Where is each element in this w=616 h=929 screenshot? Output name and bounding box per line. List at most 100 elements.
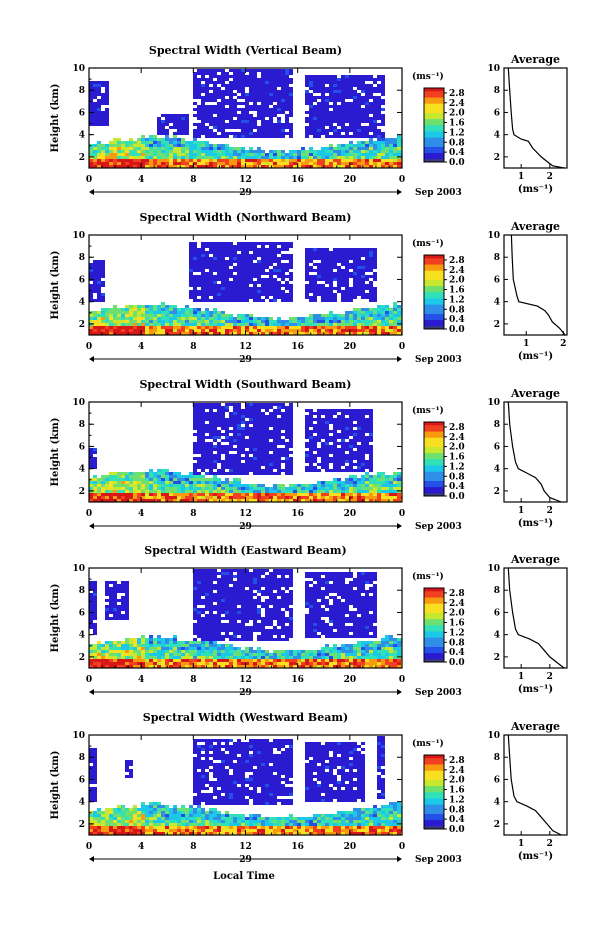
heatmap-cell <box>389 317 393 320</box>
heatmap-cell <box>325 493 329 496</box>
heatmap-cell <box>201 478 205 481</box>
heatmap-cell <box>213 287 217 290</box>
heatmap-cell <box>341 299 345 302</box>
heatmap-cell <box>93 463 97 466</box>
heatmap-cell <box>157 332 161 335</box>
heatmap-cell <box>101 165 105 168</box>
heatmap-cell <box>201 499 205 502</box>
y-tick-label: 10 <box>72 231 85 241</box>
heatmap-cell <box>249 266 253 269</box>
heatmap-cell <box>249 135 253 138</box>
heatmap-cell <box>341 78 345 81</box>
heatmap-cell <box>241 332 245 335</box>
heatmap-cell <box>229 332 233 335</box>
heatmap-cell <box>177 153 181 156</box>
heatmap-cell <box>365 332 369 335</box>
heatmap-cell <box>381 311 385 314</box>
heatmap-cell <box>253 245 257 248</box>
heatmap-cell <box>269 499 273 502</box>
heatmap-cell <box>245 290 249 293</box>
heatmap-cell <box>181 126 185 129</box>
heatmap-cell <box>265 165 269 168</box>
heatmap-cell <box>237 430 241 433</box>
heatmap-cell <box>349 493 353 496</box>
colorbar-segment <box>424 146 444 150</box>
heatmap-cell <box>225 290 229 293</box>
heatmap-cell <box>249 254 253 257</box>
heatmap-cell <box>365 487 369 490</box>
heatmap-cell <box>217 418 221 421</box>
heatmap-cell <box>337 96 341 99</box>
heatmap-cell <box>161 487 165 490</box>
heatmap-cell <box>277 102 281 105</box>
heatmap-cell <box>273 281 277 284</box>
heatmap-cell <box>233 466 237 469</box>
heatmap-cell <box>369 299 373 302</box>
heatmap-cell <box>261 120 265 123</box>
heatmap-cell <box>213 320 217 323</box>
heatmap-cell <box>373 490 377 493</box>
heatmap-cell <box>377 123 381 126</box>
heatmap-cell <box>201 329 205 332</box>
heatmap-cell <box>157 123 161 126</box>
heatmap-cell <box>321 269 325 272</box>
heatmap-cell <box>141 311 145 314</box>
heatmap-cell <box>277 126 281 129</box>
heatmap-cell <box>357 105 361 108</box>
heatmap-cell <box>141 499 145 502</box>
heatmap-cell <box>201 439 205 442</box>
heatmap-cell <box>349 320 353 323</box>
heatmap-cell <box>277 496 281 499</box>
heatmap-cell <box>169 472 173 475</box>
heatmap-cell <box>89 451 93 454</box>
heatmap-cell <box>241 96 245 99</box>
heatmap-cell <box>313 96 317 99</box>
heatmap-cell <box>109 481 113 484</box>
heatmap-cell <box>201 84 205 87</box>
heatmap-cell <box>353 135 357 138</box>
heatmap-cell <box>161 490 165 493</box>
heatmap-cell <box>357 281 361 284</box>
heatmap-cell <box>273 153 277 156</box>
heatmap-cell <box>189 493 193 496</box>
heatmap-cell <box>257 457 261 460</box>
heatmap-cell <box>225 260 229 263</box>
heatmap-cell <box>237 442 241 445</box>
heatmap-cell <box>293 323 297 326</box>
heatmap-cell <box>353 481 357 484</box>
heatmap-cell <box>261 436 265 439</box>
heatmap-cell <box>149 308 153 311</box>
heatmap-cell <box>365 257 369 260</box>
heatmap-cell <box>177 329 181 332</box>
heatmap-cell <box>253 126 257 129</box>
heatmap-cell <box>193 496 197 499</box>
heatmap-cell <box>229 463 233 466</box>
heatmap-cell <box>229 123 233 126</box>
heatmap-cell <box>349 409 353 412</box>
heatmap-cell <box>245 466 249 469</box>
heatmap-cell <box>333 427 337 430</box>
heatmap-cell <box>237 123 241 126</box>
heatmap-cell <box>241 499 245 502</box>
heatmap-cell <box>269 257 273 260</box>
heatmap-cell <box>253 150 257 153</box>
heatmap-cell <box>117 475 121 478</box>
heatmap-cell <box>333 120 337 123</box>
heatmap-cell <box>165 114 169 117</box>
heatmap-cell <box>225 84 229 87</box>
heatmap-cell <box>337 87 341 90</box>
heatmap-cell <box>357 278 361 281</box>
heatmap-cell <box>165 141 169 144</box>
heatmap-cell <box>261 72 265 75</box>
heatmap-cell <box>245 257 249 260</box>
heatmap-cell <box>165 123 169 126</box>
heatmap-cell <box>249 421 253 424</box>
heatmap-cell <box>325 421 329 424</box>
heatmap-cell <box>205 245 209 248</box>
heatmap-cell <box>137 487 141 490</box>
heatmap-cell <box>369 87 373 90</box>
heatmap-cell <box>197 424 201 427</box>
heatmap-cell <box>361 490 365 493</box>
heatmap-cell <box>365 493 369 496</box>
heatmap-cell <box>341 129 345 132</box>
